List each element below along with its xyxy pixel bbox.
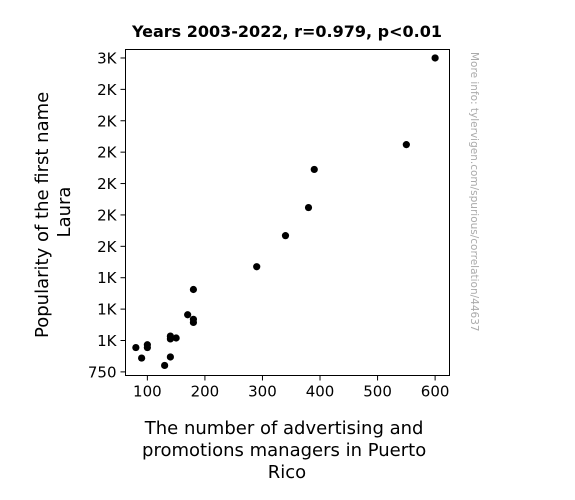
data-point <box>143 343 151 352</box>
x-axis: 100 200 300 400 500 600 <box>133 375 450 401</box>
y-axis-label-line-1: Popularity of the first name <box>32 92 53 338</box>
y-tick-label: 2K <box>97 175 118 193</box>
data-point <box>161 361 169 370</box>
y-tick-label: 2K <box>97 206 118 224</box>
data-point <box>431 54 439 62</box>
y-tick-label: 1K <box>97 269 118 287</box>
data-point <box>189 318 198 327</box>
data-point <box>253 263 261 271</box>
y-tick-label: 1K <box>97 332 118 350</box>
y-tick-label: 2K <box>97 112 118 130</box>
data-point <box>184 311 192 319</box>
chart-title: Years 2003-2022, r=0.979, p<0.01 <box>131 22 442 41</box>
y-axis: 750 1K 1K 1K 2K 2K 2K 2K 2K 2K 3K <box>88 49 126 381</box>
x-tick-label: 600 <box>421 383 450 401</box>
y-tick-label: 2K <box>97 144 118 162</box>
data-point <box>402 141 410 149</box>
source-note: More info: tylervigen.com/spurious/corre… <box>468 52 480 332</box>
x-tick-label: 200 <box>191 383 220 401</box>
data-point <box>132 343 140 352</box>
x-axis-label: The number of advertising and promotions… <box>142 418 432 483</box>
x-tick-label: 100 <box>133 383 162 401</box>
x-tick-label: 400 <box>306 383 335 401</box>
data-point <box>138 354 146 362</box>
data-point <box>166 353 174 361</box>
x-tick-label: 500 <box>363 383 392 401</box>
y-axis-label-line-2: Laura <box>54 187 75 238</box>
y-tick-label: 2K <box>97 238 118 256</box>
data-point <box>166 335 174 343</box>
data-point <box>172 334 180 342</box>
x-axis-label-line-2: promotions managers in Puerto <box>142 440 426 461</box>
y-axis-label: Popularity of the first name Laura <box>32 86 75 338</box>
data-point <box>281 232 290 240</box>
x-axis-label-line-1: The number of advertising and <box>144 418 424 439</box>
plot-area <box>125 49 450 376</box>
data-point <box>304 203 313 212</box>
y-tick-label: 2K <box>97 81 118 99</box>
y-tick-label: 750 <box>88 363 117 381</box>
x-axis-label-line-3: Rico <box>268 462 306 483</box>
x-tick-label: 300 <box>248 383 277 401</box>
data-points <box>132 54 439 370</box>
y-tick-label: 1K <box>97 301 118 319</box>
data-point <box>310 165 318 174</box>
y-tick-label: 3K <box>97 49 118 67</box>
data-point <box>189 285 198 294</box>
